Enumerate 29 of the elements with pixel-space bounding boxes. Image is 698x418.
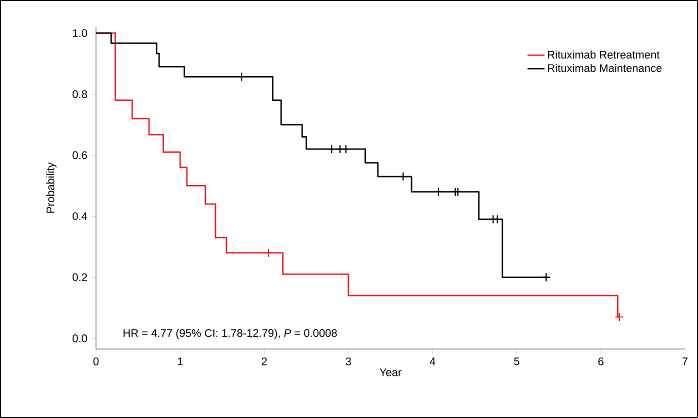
y-axis-title: Probability xyxy=(46,162,56,213)
x-tick-label: 3 xyxy=(346,358,352,366)
point xyxy=(327,144,336,154)
point xyxy=(335,144,345,154)
y-tick-label: 0.0 xyxy=(72,334,88,342)
x-tick-label: 1 xyxy=(178,358,183,366)
y-tick-label: 0.8 xyxy=(72,90,88,98)
point xyxy=(614,312,624,322)
point xyxy=(264,248,274,258)
annotation: HR = 4.77 (95% CI: 1.78-12.79), P = 0.0008 xyxy=(124,328,337,340)
point xyxy=(341,144,351,154)
y-tick-label: 0.6 xyxy=(72,151,88,160)
point xyxy=(453,187,462,196)
point xyxy=(398,172,408,182)
point xyxy=(492,214,502,224)
x-tick-label: 5 xyxy=(514,358,520,366)
x-tick-label: 4 xyxy=(430,358,436,366)
point xyxy=(542,272,551,282)
y-tick-label: 1.0 xyxy=(73,29,88,37)
point xyxy=(434,187,444,196)
x-tick-label: 6 xyxy=(598,358,604,366)
y-tick-label: 0.4 xyxy=(72,212,88,220)
legend-label: Rituximab Retreatment xyxy=(548,50,660,59)
legend-label: Rituximab Maintenance xyxy=(548,64,662,72)
x-tick-label: 2 xyxy=(262,358,267,366)
y-tick-label: 0.2 xyxy=(72,273,87,282)
x-axis-title: Year xyxy=(380,368,402,376)
x-tick-label: 7 xyxy=(682,358,688,366)
x-tick-label: 0 xyxy=(93,358,99,366)
